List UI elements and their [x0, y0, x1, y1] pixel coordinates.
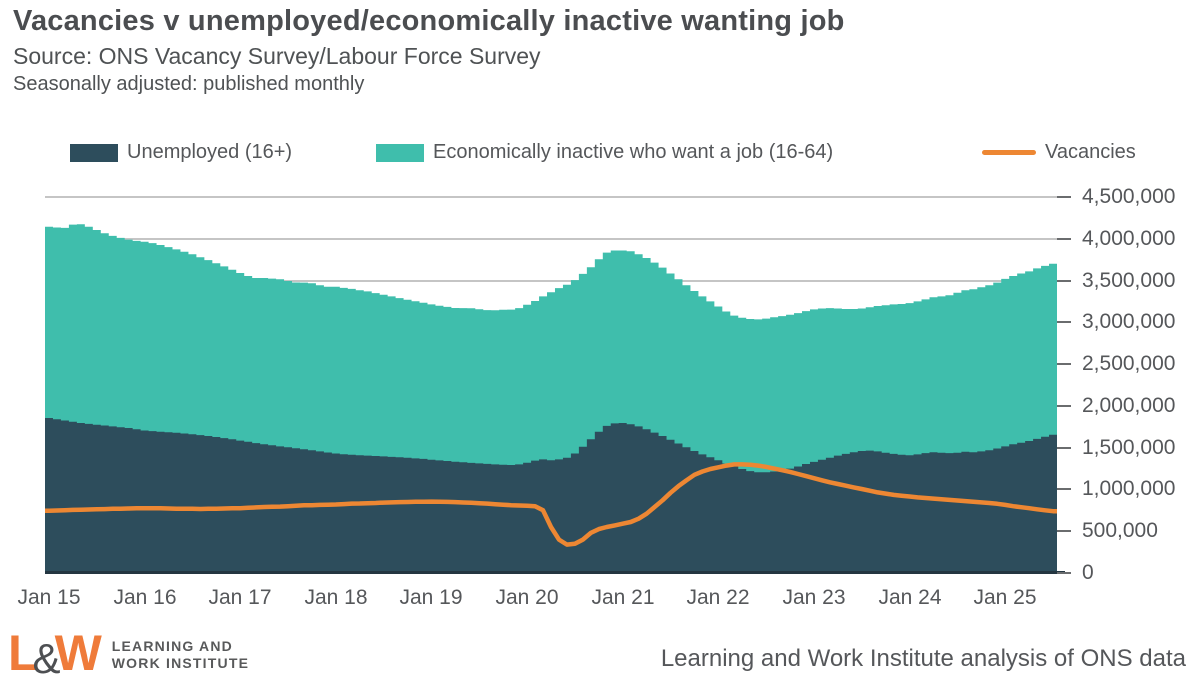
x-axis-line	[45, 571, 1065, 574]
x-tick-label: Jan 22	[686, 586, 750, 609]
analysis-credit: Learning and Work Institute analysis of …	[660, 645, 1186, 672]
y-tick	[1057, 280, 1071, 282]
lw-logo-line2: WORK INSTITUTE	[111, 654, 250, 671]
gridline	[45, 280, 1062, 282]
x-tick-label: Jan 18	[304, 586, 368, 609]
legend-label-vacancies: Vacancies	[1045, 141, 1136, 163]
lw-logo-text: LEARNING AND WORK INSTITUTE	[112, 638, 249, 672]
lw-logo: L&W LEARNING AND WORK INSTITUTE	[8, 625, 249, 682]
gridline	[45, 238, 1062, 240]
y-tick-label: 500,000	[1082, 519, 1158, 542]
x-tick-label: Jan 24	[878, 586, 942, 609]
x-tick-label: Jan 17	[208, 586, 272, 609]
y-tick	[1057, 196, 1071, 198]
chart-note: Seasonally adjusted: published monthly	[13, 73, 365, 95]
page-title: Vacancies v unemployed/economically inac…	[13, 5, 845, 37]
x-tick-label: Jan 23	[782, 586, 846, 609]
x-tick-label: Jan 20	[495, 586, 559, 609]
lw-logo-line1: LEARNING AND	[111, 637, 233, 654]
y-tick	[1057, 363, 1071, 365]
y-tick-label: 1,500,000	[1082, 436, 1176, 459]
y-tick	[1057, 321, 1071, 323]
y-tick	[1057, 530, 1071, 532]
legend-item-vacancies: Vacancies	[982, 141, 1136, 164]
lw-logo-mark: L&W	[8, 625, 102, 682]
y-tick-label: 3,000,000	[1082, 310, 1176, 333]
y-tick-label: 2,000,000	[1082, 394, 1176, 417]
chart-source: Source: ONS Vacancy Survey/Labour Force …	[13, 43, 541, 69]
y-tick-label: 0	[1082, 561, 1094, 584]
x-tick-label: Jan 19	[399, 586, 463, 609]
legend-label-unemployed: Unemployed (16+)	[127, 141, 293, 163]
gridline	[45, 196, 1062, 198]
y-tick	[1057, 572, 1071, 574]
legend-label-inactive: Economically inactive who want a job (16…	[433, 141, 834, 163]
y-tick	[1057, 405, 1071, 407]
y-tick-label: 2,500,000	[1082, 352, 1176, 375]
x-tick-label: Jan 25	[973, 586, 1037, 609]
stacked-area-plot	[45, 224, 1057, 573]
legend-item-unemployed: Unemployed (16+)	[70, 141, 292, 164]
y-tick	[1057, 447, 1071, 449]
x-tick-label: Jan 16	[113, 586, 177, 609]
y-tick-label: 3,500,000	[1082, 269, 1176, 292]
x-tick-label: Jan 21	[591, 586, 655, 609]
unemployed-swatch-icon	[70, 143, 118, 162]
x-tick-label: Jan 15	[17, 586, 81, 609]
y-tick	[1057, 238, 1071, 240]
inactive-swatch-icon	[376, 143, 424, 162]
y-tick-label: 4,000,000	[1082, 227, 1176, 250]
y-tick-label: 1,000,000	[1082, 477, 1176, 500]
legend-item-inactive: Economically inactive who want a job (16…	[376, 141, 833, 164]
y-tick-label: 4,500,000	[1082, 185, 1176, 208]
vacancies-line-swatch-icon	[982, 150, 1036, 155]
y-tick	[1057, 488, 1071, 490]
